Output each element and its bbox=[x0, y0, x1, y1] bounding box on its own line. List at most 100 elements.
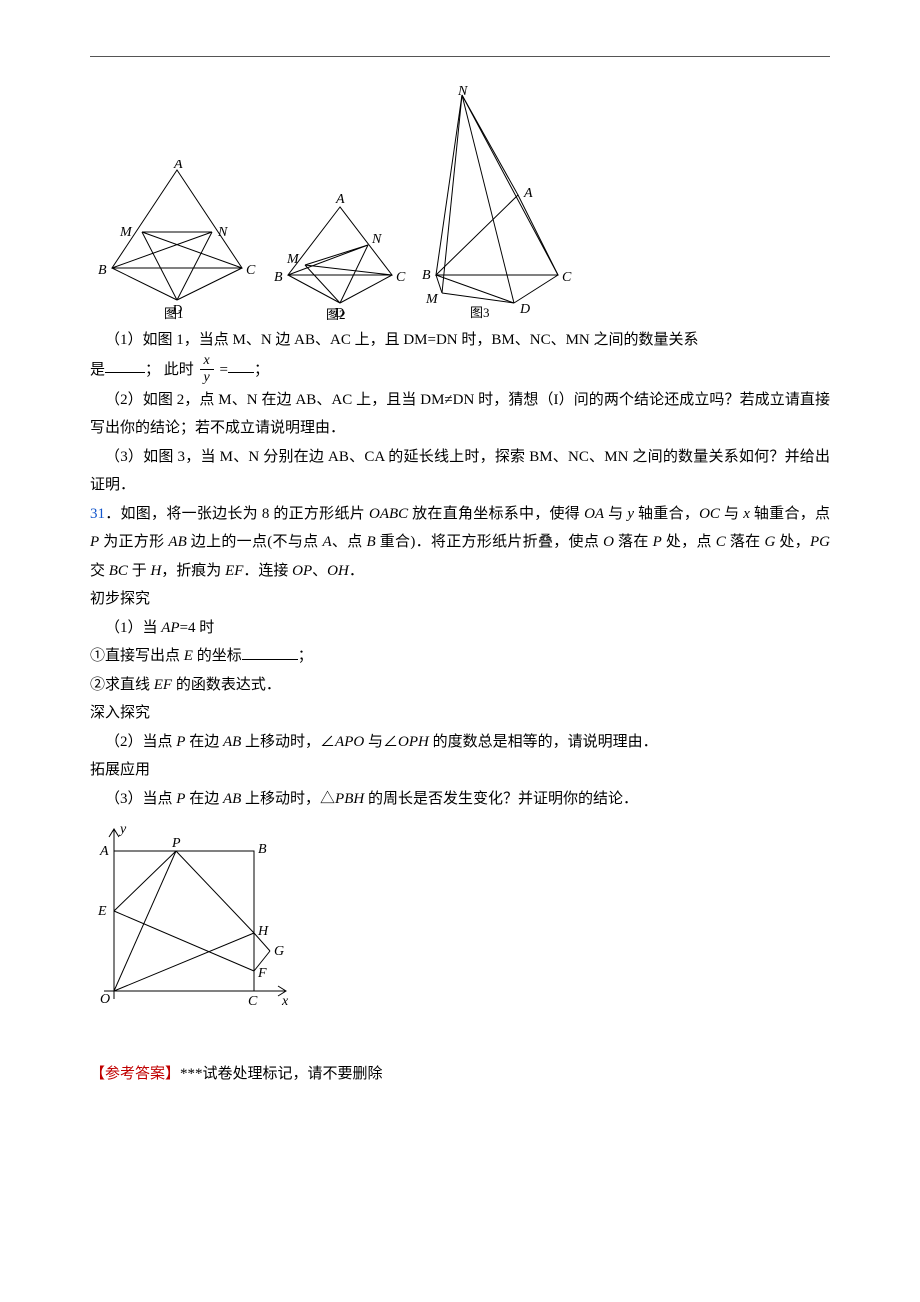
it-E: E bbox=[184, 648, 193, 664]
q31-ss: 、 bbox=[312, 563, 327, 579]
q31-sh: 边上的一点(不与点 bbox=[187, 534, 323, 550]
fig2-label-B: B bbox=[274, 270, 283, 285]
it-PG: PG bbox=[810, 534, 830, 550]
fraction-num: x bbox=[200, 354, 214, 370]
it-H: H bbox=[150, 563, 161, 579]
figb-A: A bbox=[99, 844, 109, 859]
document-page: A B C D M N 图1 A B bbox=[0, 0, 920, 1302]
q31-p2-m1: 在边 bbox=[185, 734, 223, 750]
top-rule bbox=[90, 56, 830, 57]
it-AP: AP bbox=[161, 620, 179, 636]
q31-p3-prefix: （3）当点 bbox=[105, 791, 176, 807]
q30-part1-a: （1）如图 1，当点 M、N 边 AB、AC 上，且 DM=DN 时，BM、NC… bbox=[105, 332, 699, 348]
figb-C: C bbox=[248, 994, 258, 1009]
figb-F: F bbox=[257, 966, 267, 981]
it-C: C bbox=[716, 534, 726, 550]
q30-part1-line1: （1）如图 1，当点 M、N 边 AB、AC 上，且 DM=DN 时，BM、NC… bbox=[90, 326, 830, 355]
q31-sr: ．连接 bbox=[243, 563, 292, 579]
figure-3: A B C D M N 图3 bbox=[418, 85, 578, 320]
fig2-label-N: N bbox=[371, 232, 382, 247]
figb-E: E bbox=[97, 904, 107, 919]
q31-p1b-suffix: 的函数表达式． bbox=[172, 677, 281, 693]
q30-part1-b-prefix: 是 bbox=[90, 361, 105, 377]
q30-part1-line2: 是； 此时 x y =； bbox=[90, 355, 830, 386]
fig1-label-M: M bbox=[119, 225, 133, 240]
fig1-label-A: A bbox=[173, 160, 183, 172]
it-EF: EF bbox=[225, 563, 243, 579]
q31-p1: （1）当 AP=4 时 bbox=[90, 614, 830, 643]
it-OC: OC bbox=[699, 506, 720, 522]
q31-sm: 落在 bbox=[726, 534, 765, 550]
q31-se: 与 bbox=[720, 506, 743, 522]
q31-p2-m3: 与∠ bbox=[364, 734, 398, 750]
it-AB2: AB bbox=[223, 734, 241, 750]
blank-3 bbox=[242, 645, 298, 660]
q31-si: 、点 bbox=[332, 534, 367, 550]
it-AB: AB bbox=[168, 534, 186, 550]
it-PBH: PBH bbox=[335, 791, 364, 807]
fig1-label-B: B bbox=[98, 263, 107, 278]
q31-sp: 于 bbox=[128, 563, 151, 579]
q30-part2: （2）如图 2，点 M、N 在边 AB、AC 上，且当 DM≠DN 时，猜想（I… bbox=[90, 386, 830, 443]
q31-sq: ，折痕为 bbox=[161, 563, 225, 579]
figb-P: P bbox=[171, 836, 181, 851]
q31-sl: 处，点 bbox=[662, 534, 716, 550]
fraction-den: y bbox=[200, 370, 214, 385]
it-OP: OP bbox=[292, 563, 312, 579]
figb-H: H bbox=[257, 924, 269, 939]
figure-bottom: O A B C E F G H P x y bbox=[90, 819, 830, 1030]
q31-number: 31 bbox=[90, 506, 105, 522]
q30-part3: （3）如图 3，当 M、N 分别在边 AB、CA 的延长线上时，探索 BM、NC… bbox=[90, 443, 830, 500]
q31-sa: 如图，将一张边长为 8 的正方形纸片 bbox=[121, 506, 369, 522]
q30-part1-b-middle: ； 此时 bbox=[145, 361, 194, 377]
fig2-caption: 图2 bbox=[326, 307, 346, 320]
q31-h-prelim: 初步探究 bbox=[90, 585, 830, 614]
it-x: x bbox=[743, 506, 750, 522]
it-BC: BC bbox=[109, 563, 128, 579]
q31-sg: 为正方形 bbox=[99, 534, 168, 550]
fig3-label-B: B bbox=[422, 268, 431, 283]
figure-2: A B C D M N 图2 bbox=[270, 175, 410, 320]
q31-p2-m2: 上移动时，∠ bbox=[241, 734, 335, 750]
q31-p3: （3）当点 P 在边 AB 上移动时，△PBH 的周长是否发生变化？并证明你的结… bbox=[90, 785, 830, 814]
q31-p1a-prefix: ①直接写出点 bbox=[90, 648, 184, 664]
q31-sc: 与 bbox=[604, 506, 627, 522]
it-G: G bbox=[764, 534, 775, 550]
q31-h-ext: 拓展应用 bbox=[90, 756, 830, 785]
q31-p2-prefix: （2）当点 bbox=[105, 734, 176, 750]
it-P2: P bbox=[653, 534, 662, 550]
q31-p3-m1: 在边 bbox=[185, 791, 223, 807]
blank-1 bbox=[105, 358, 145, 373]
q31-st: ． bbox=[349, 563, 364, 579]
q31-sn: 处， bbox=[775, 534, 810, 550]
q31-so: 交 bbox=[90, 563, 109, 579]
it-AB3: AB bbox=[223, 791, 241, 807]
q31-p3-m2: 上移动时，△ bbox=[241, 791, 335, 807]
it-P: P bbox=[90, 534, 99, 550]
q31-p1a: ①直接写出点 E 的坐标； bbox=[90, 642, 830, 671]
q31-p1b-prefix: ②求直线 bbox=[90, 677, 154, 693]
fig2-label-M: M bbox=[286, 252, 300, 267]
it-B: B bbox=[367, 534, 376, 550]
q31-p1-prefix: （1）当 bbox=[105, 620, 161, 636]
fig2-label-A: A bbox=[335, 192, 345, 207]
fig3-label-M: M bbox=[425, 292, 439, 307]
it-OABC: OABC bbox=[369, 506, 408, 522]
answer-tail: ***试卷处理标记，请不要删除 bbox=[180, 1066, 383, 1082]
fig1-caption: 图1 bbox=[164, 306, 184, 320]
it-A: A bbox=[322, 534, 331, 550]
q31-sf: 轴重合，点 bbox=[750, 506, 830, 522]
fig2-label-C: C bbox=[396, 270, 406, 285]
fig3-label-A: A bbox=[523, 186, 533, 201]
figb-y: y bbox=[118, 822, 127, 837]
q31-p1a-end: ； bbox=[298, 648, 313, 664]
figb-B: B bbox=[258, 842, 267, 857]
figure-1: A B C D M N 图1 bbox=[92, 160, 262, 320]
q31-sk: 落在 bbox=[614, 534, 653, 550]
fig3-label-C: C bbox=[562, 270, 572, 285]
q31-stem: 31．如图，将一张边长为 8 的正方形纸片 OABC 放在直角坐标系中，使得 O… bbox=[90, 500, 830, 586]
q31-p2-suffix: 的度数总是相等的，请说明理由． bbox=[429, 734, 658, 750]
figb-G: G bbox=[274, 944, 284, 959]
fig3-label-D: D bbox=[519, 302, 530, 317]
fraction-xy: x y bbox=[200, 354, 214, 385]
